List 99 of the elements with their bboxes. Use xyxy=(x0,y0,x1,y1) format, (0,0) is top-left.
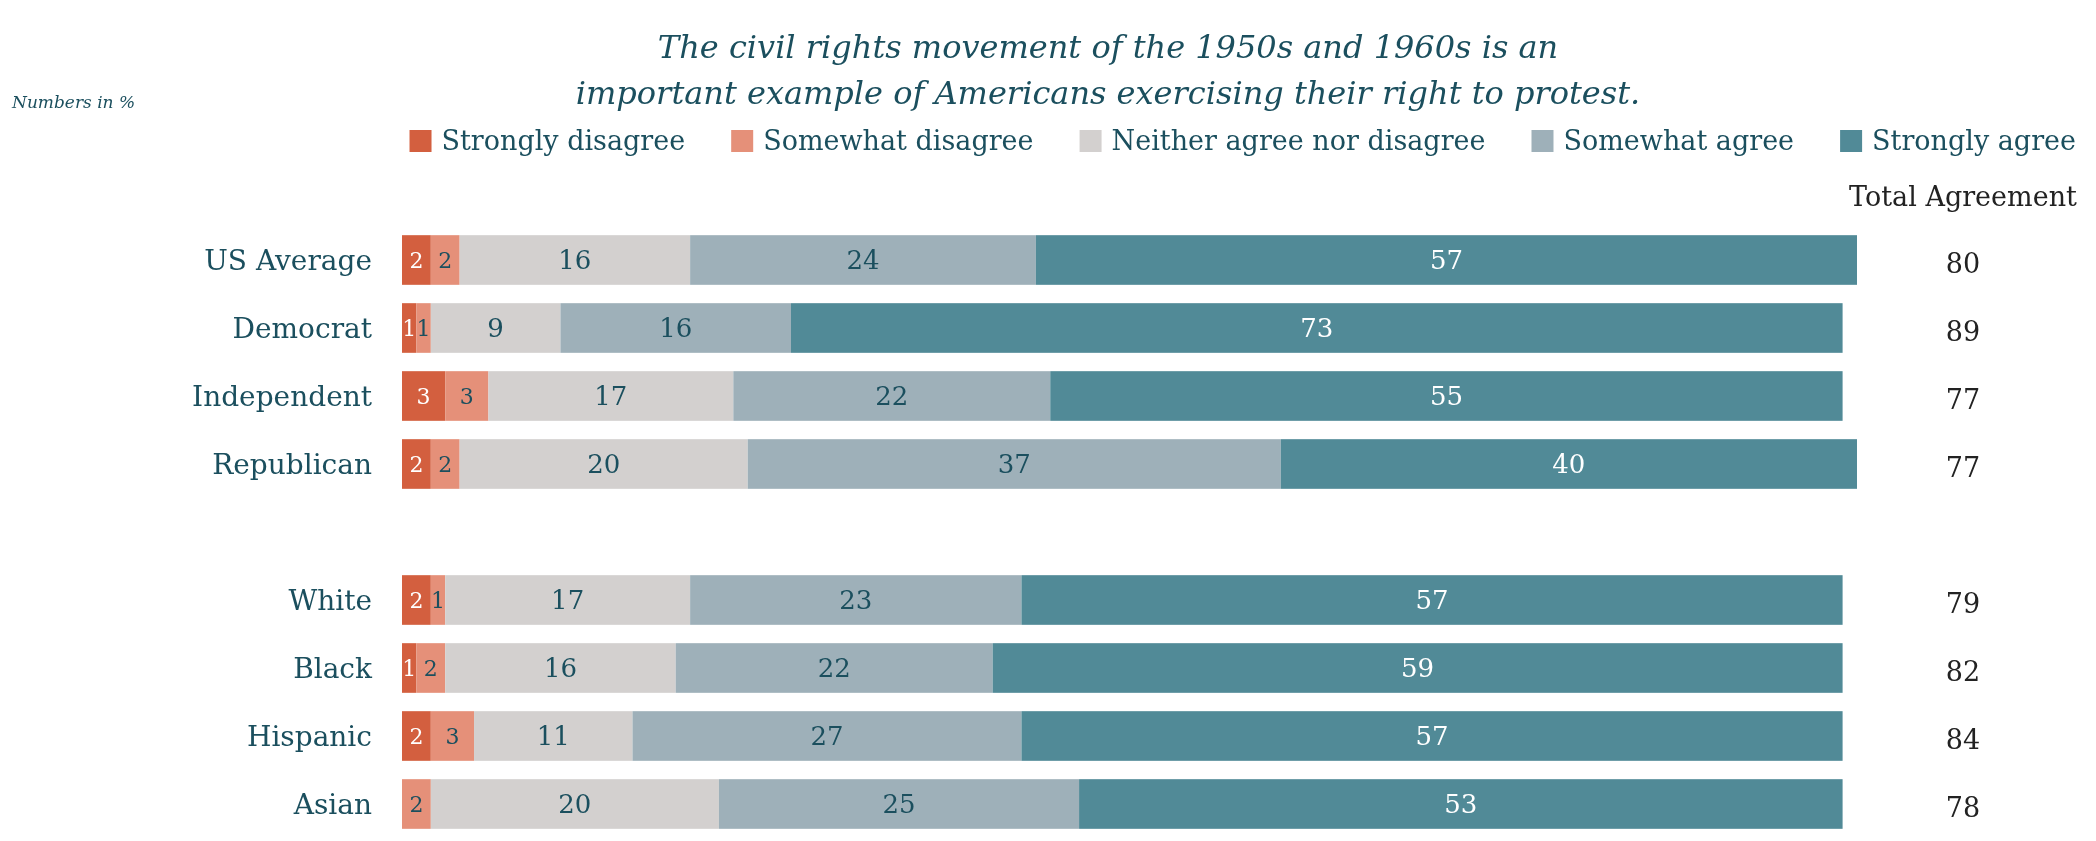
data-label: 24 xyxy=(846,245,880,276)
data-label: 3 xyxy=(445,723,460,749)
bar xyxy=(445,575,691,625)
data-label: 9 xyxy=(487,313,504,344)
data-label: 2 xyxy=(409,587,424,613)
data-label: 16 xyxy=(659,313,693,344)
bar xyxy=(992,643,1843,693)
y-tick-label: Independent xyxy=(192,379,373,413)
legend-label: Strongly disagree xyxy=(441,125,686,157)
bar xyxy=(402,779,431,829)
bar xyxy=(690,235,1036,285)
data-label: 16 xyxy=(558,245,592,276)
bar xyxy=(416,643,446,693)
data-label: 16 xyxy=(543,653,578,684)
bar xyxy=(402,439,431,489)
bar xyxy=(790,303,1843,353)
text: 82 xyxy=(1945,656,1981,688)
data-label: 3 xyxy=(416,383,431,409)
data-label: 53 xyxy=(1444,789,1478,820)
y-tick-label: White xyxy=(288,583,372,617)
legend-label: Somewhat agree xyxy=(1563,125,1795,157)
data-label: 11 xyxy=(536,721,570,752)
bar xyxy=(1021,711,1843,761)
y-tick-label: Black xyxy=(293,651,374,685)
text: 84 xyxy=(1945,724,1981,756)
data-label: 73 xyxy=(1300,313,1334,344)
bar xyxy=(1079,779,1843,829)
bar xyxy=(430,439,460,489)
legend-label: Strongly agree xyxy=(1872,125,2077,157)
legend-label: Somewhat disagree xyxy=(763,125,1034,157)
y-tick-label: US Average xyxy=(204,243,372,277)
bar xyxy=(733,371,1051,421)
text: 77 xyxy=(1945,384,1981,416)
data-label: 23 xyxy=(839,585,873,616)
bar xyxy=(560,303,791,353)
data-label: 2 xyxy=(409,451,424,477)
bar xyxy=(488,371,734,421)
data-label: 57 xyxy=(1415,721,1449,752)
text: 78 xyxy=(1945,792,1981,824)
bar xyxy=(1035,235,1857,285)
data-label: 59 xyxy=(1401,653,1435,684)
bar xyxy=(747,439,1281,489)
text: 80 xyxy=(1945,248,1981,280)
data-label: 20 xyxy=(587,449,621,480)
data-label: 1 xyxy=(402,315,417,341)
text: 77 xyxy=(1945,452,1981,484)
data-label: 1 xyxy=(431,587,446,613)
data-label: 20 xyxy=(558,789,592,820)
bar xyxy=(402,235,431,285)
data-label: 37 xyxy=(997,449,1031,480)
y-tick-label: Republican xyxy=(212,447,372,481)
bar xyxy=(1021,575,1843,625)
data-label: 27 xyxy=(810,721,844,752)
data-label: 17 xyxy=(594,381,628,412)
data-label: 3 xyxy=(459,383,474,409)
bar xyxy=(459,235,691,285)
bar xyxy=(402,575,431,625)
y-tick-label: Democrat xyxy=(232,311,373,345)
bar xyxy=(430,303,561,353)
data-label: 40 xyxy=(1552,449,1586,480)
text: 89 xyxy=(1945,316,1981,348)
data-label: 22 xyxy=(875,381,909,412)
bar xyxy=(632,711,1022,761)
text: 79 xyxy=(1945,588,1981,620)
bar xyxy=(402,711,431,761)
data-label: 2 xyxy=(409,247,424,273)
bar xyxy=(430,235,460,285)
bar xyxy=(430,711,475,761)
data-label: 55 xyxy=(1429,381,1463,412)
data-label: 2 xyxy=(409,723,424,749)
bar xyxy=(1050,371,1843,421)
bar xyxy=(1280,439,1857,489)
bar xyxy=(459,439,748,489)
data-label: 2 xyxy=(409,791,424,817)
data-label: 57 xyxy=(1429,245,1463,276)
bar xyxy=(675,643,993,693)
legend-label: Neither agree nor disagree xyxy=(1111,125,1486,157)
chart-title: The civil rights movement of the 1950s and 1960s is an important example of Americans exercising their right to protest. xyxy=(575,28,1641,112)
y-tick-label: Asian xyxy=(292,787,372,821)
data-label: 22 xyxy=(817,653,851,684)
data-label: 57 xyxy=(1415,585,1449,616)
y-tick-label: Hispanic xyxy=(246,719,372,753)
data-label: 25 xyxy=(882,789,916,820)
bar xyxy=(402,371,446,421)
data-label: 2 xyxy=(438,247,453,273)
data-label: 2 xyxy=(423,655,438,681)
text: Numbers in % xyxy=(11,92,136,112)
bar xyxy=(430,779,719,829)
data-label: 1 xyxy=(402,655,417,681)
data-label: 17 xyxy=(551,585,585,616)
bar xyxy=(474,711,633,761)
bar xyxy=(690,575,1022,625)
bar xyxy=(445,371,489,421)
bar xyxy=(445,643,676,693)
data-label: 1 xyxy=(416,315,431,341)
bar xyxy=(718,779,1080,829)
text: Total Agreement xyxy=(1849,181,2078,212)
bar xyxy=(416,303,431,353)
data-label: 2 xyxy=(438,451,453,477)
